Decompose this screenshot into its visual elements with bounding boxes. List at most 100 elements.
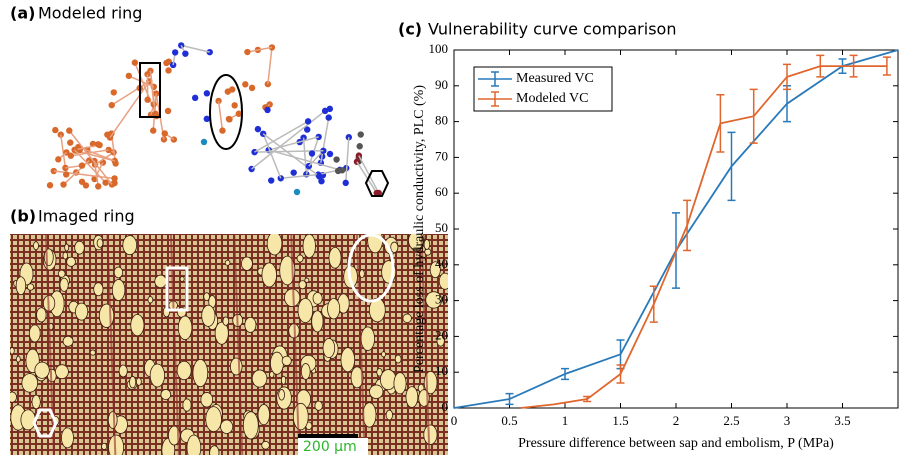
network-link xyxy=(70,149,109,157)
vessel xyxy=(360,326,375,351)
y-tick-label: 70 xyxy=(435,148,448,163)
vessel xyxy=(292,402,309,431)
error-bar xyxy=(505,392,514,406)
vessel xyxy=(423,239,431,250)
network-node xyxy=(325,114,332,121)
panel-c: (c) Vulnerability curve comparison 01020… xyxy=(398,20,899,451)
vessel xyxy=(436,335,445,347)
vessel xyxy=(229,357,243,376)
error-bar-shape xyxy=(649,285,658,323)
network-node xyxy=(254,125,262,133)
network-node xyxy=(52,126,59,134)
highlight-ellipse xyxy=(209,74,243,150)
vessel xyxy=(26,283,35,291)
network-link xyxy=(60,134,67,169)
vessel xyxy=(203,292,210,301)
vessel xyxy=(55,364,69,380)
ray xyxy=(355,234,366,455)
vessel xyxy=(192,358,209,388)
vessel xyxy=(393,372,407,395)
legend-box xyxy=(473,66,613,112)
network-node xyxy=(66,127,73,134)
vessel xyxy=(302,234,316,259)
highlight-hexagon xyxy=(364,170,390,197)
vessel xyxy=(179,276,185,282)
network-node xyxy=(334,167,342,175)
error-bar-shape xyxy=(783,85,791,123)
vessel xyxy=(89,349,96,356)
vessel xyxy=(74,240,85,255)
network-node xyxy=(191,94,199,102)
error-bar-shape xyxy=(882,56,891,76)
vessel xyxy=(10,347,15,355)
vessel xyxy=(405,386,419,408)
vessel xyxy=(75,302,89,321)
vessel xyxy=(369,384,384,399)
x-tick-label: 3 xyxy=(784,413,791,428)
error-bar xyxy=(716,94,725,153)
network-node xyxy=(95,183,102,190)
panel-tag: (a) xyxy=(10,4,35,23)
vessel xyxy=(108,434,125,455)
network-link xyxy=(267,47,273,85)
network-node xyxy=(235,110,243,117)
ray xyxy=(290,234,301,455)
network-node xyxy=(78,162,86,169)
vessel xyxy=(266,234,283,256)
vessel xyxy=(298,280,307,290)
network-node xyxy=(224,88,232,95)
vessel xyxy=(107,411,118,429)
vessel xyxy=(61,427,74,449)
network-node xyxy=(67,152,75,159)
vessel xyxy=(359,269,365,279)
vessel xyxy=(186,434,202,455)
network-link xyxy=(149,70,157,114)
network-link xyxy=(247,46,273,53)
vessel xyxy=(147,296,154,304)
vessel xyxy=(328,246,342,269)
panel-title: Modeled ring xyxy=(38,4,142,23)
network-node xyxy=(226,116,233,123)
scale-label-bg xyxy=(298,438,368,455)
network-node xyxy=(355,152,363,159)
network-node xyxy=(78,178,86,185)
network-node xyxy=(60,181,67,188)
y-tick-label: 50 xyxy=(435,220,448,235)
network-link xyxy=(356,161,378,194)
network-link xyxy=(302,137,308,175)
vessel xyxy=(327,298,341,320)
vessel xyxy=(350,366,364,389)
vessel xyxy=(376,367,383,377)
error-bar-shape xyxy=(683,199,692,252)
x-tick-label: 2 xyxy=(673,413,680,428)
panel-tag: (b) xyxy=(10,207,36,226)
vessel xyxy=(261,262,277,288)
ray xyxy=(106,234,117,455)
vessel xyxy=(214,321,229,345)
network-node xyxy=(105,146,112,154)
network-node xyxy=(46,182,54,189)
network-node xyxy=(108,101,115,109)
legend-label: Modeled VC xyxy=(516,91,588,106)
network-node xyxy=(264,80,272,88)
y-tick-label: 0 xyxy=(442,399,449,414)
y-axis-label: Percentage loss of hydraulic conductivit… xyxy=(412,85,427,373)
vessel xyxy=(118,364,128,378)
vessel xyxy=(160,389,172,400)
network-node xyxy=(356,143,363,150)
panel-tag: (c) xyxy=(398,20,422,39)
vessel xyxy=(408,234,424,251)
scale-bar xyxy=(298,434,358,438)
highlight-ellipse xyxy=(347,233,395,303)
vessel xyxy=(224,259,231,266)
network-node xyxy=(357,131,364,138)
vessel xyxy=(284,288,301,307)
network-link xyxy=(111,80,150,106)
network-link xyxy=(68,130,113,185)
vessel xyxy=(182,398,192,412)
error-bar xyxy=(616,364,625,384)
error-bar xyxy=(849,54,858,78)
vessel xyxy=(176,360,192,381)
vessel xyxy=(111,279,126,301)
vessel xyxy=(257,404,270,426)
